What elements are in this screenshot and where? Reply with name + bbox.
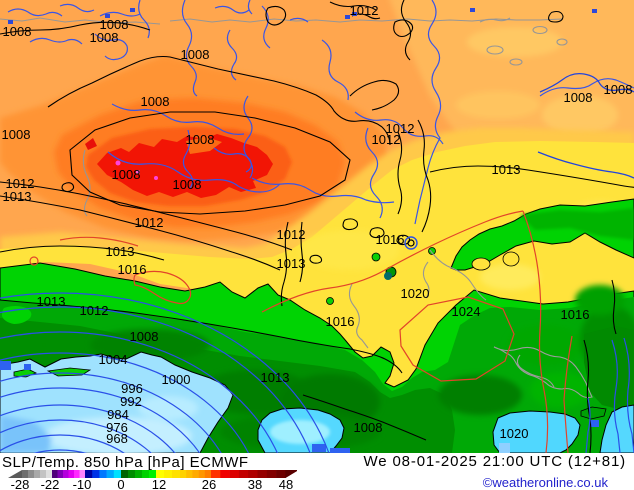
svg-text:We 08-01-2025 21:00 UTC (12+81: We 08-01-2025 21:00 UTC (12+81) <box>364 453 626 470</box>
svg-text:1008: 1008 <box>186 132 215 147</box>
svg-text:968: 968 <box>106 431 128 446</box>
svg-text:1013: 1013 <box>106 244 135 259</box>
svg-text:1013: 1013 <box>37 294 66 309</box>
svg-text:1013: 1013 <box>492 162 521 177</box>
svg-text:1008: 1008 <box>100 17 129 32</box>
svg-text:1000: 1000 <box>162 372 191 387</box>
svg-text:1012: 1012 <box>80 303 109 318</box>
svg-text:1012: 1012 <box>386 121 415 136</box>
svg-text:48: 48 <box>279 477 293 490</box>
svg-text:-28: -28 <box>11 477 30 490</box>
svg-text:1024: 1024 <box>452 304 481 319</box>
svg-text:©weatheronline.co.uk: ©weatheronline.co.uk <box>483 475 609 490</box>
svg-text:1004: 1004 <box>99 352 128 367</box>
svg-text:1008: 1008 <box>3 24 32 39</box>
svg-text:1016: 1016 <box>118 262 147 277</box>
svg-text:1008: 1008 <box>130 329 159 344</box>
svg-text:1008: 1008 <box>181 47 210 62</box>
svg-text:992: 992 <box>120 394 142 409</box>
svg-text:0: 0 <box>117 477 124 490</box>
svg-text:1008: 1008 <box>604 82 633 97</box>
svg-text:26: 26 <box>202 477 216 490</box>
svg-text:1008: 1008 <box>173 177 202 192</box>
svg-text:1020: 1020 <box>500 426 529 441</box>
svg-text:1013: 1013 <box>3 189 32 204</box>
svg-text:1008: 1008 <box>112 167 141 182</box>
svg-text:SLP/Temp. 850 hPa [hPa] ECMWF: SLP/Temp. 850 hPa [hPa] ECMWF <box>2 454 248 471</box>
svg-text:38: 38 <box>248 477 262 490</box>
svg-text:12: 12 <box>152 477 166 490</box>
svg-text:976: 976 <box>106 420 128 435</box>
svg-text:1016: 1016 <box>561 307 590 322</box>
svg-text:1013: 1013 <box>261 370 290 385</box>
svg-text:1016: 1016 <box>376 232 405 247</box>
svg-text:1012: 1012 <box>277 227 306 242</box>
svg-text:1012: 1012 <box>372 132 401 147</box>
svg-text:1012: 1012 <box>6 176 35 191</box>
svg-text:996: 996 <box>121 381 143 396</box>
svg-text:-22: -22 <box>41 477 60 490</box>
svg-text:1020: 1020 <box>401 286 430 301</box>
svg-text:1008: 1008 <box>90 30 119 45</box>
svg-text:1008: 1008 <box>141 94 170 109</box>
svg-text:984: 984 <box>107 407 129 422</box>
svg-text:1016: 1016 <box>326 314 355 329</box>
svg-text:1012: 1012 <box>350 3 379 18</box>
svg-text:1012: 1012 <box>135 215 164 230</box>
svg-text:-10: -10 <box>73 477 92 490</box>
svg-text:1008: 1008 <box>564 90 593 105</box>
svg-text:1008: 1008 <box>2 127 31 142</box>
svg-text:1013: 1013 <box>277 256 306 271</box>
svg-text:1008: 1008 <box>354 420 383 435</box>
